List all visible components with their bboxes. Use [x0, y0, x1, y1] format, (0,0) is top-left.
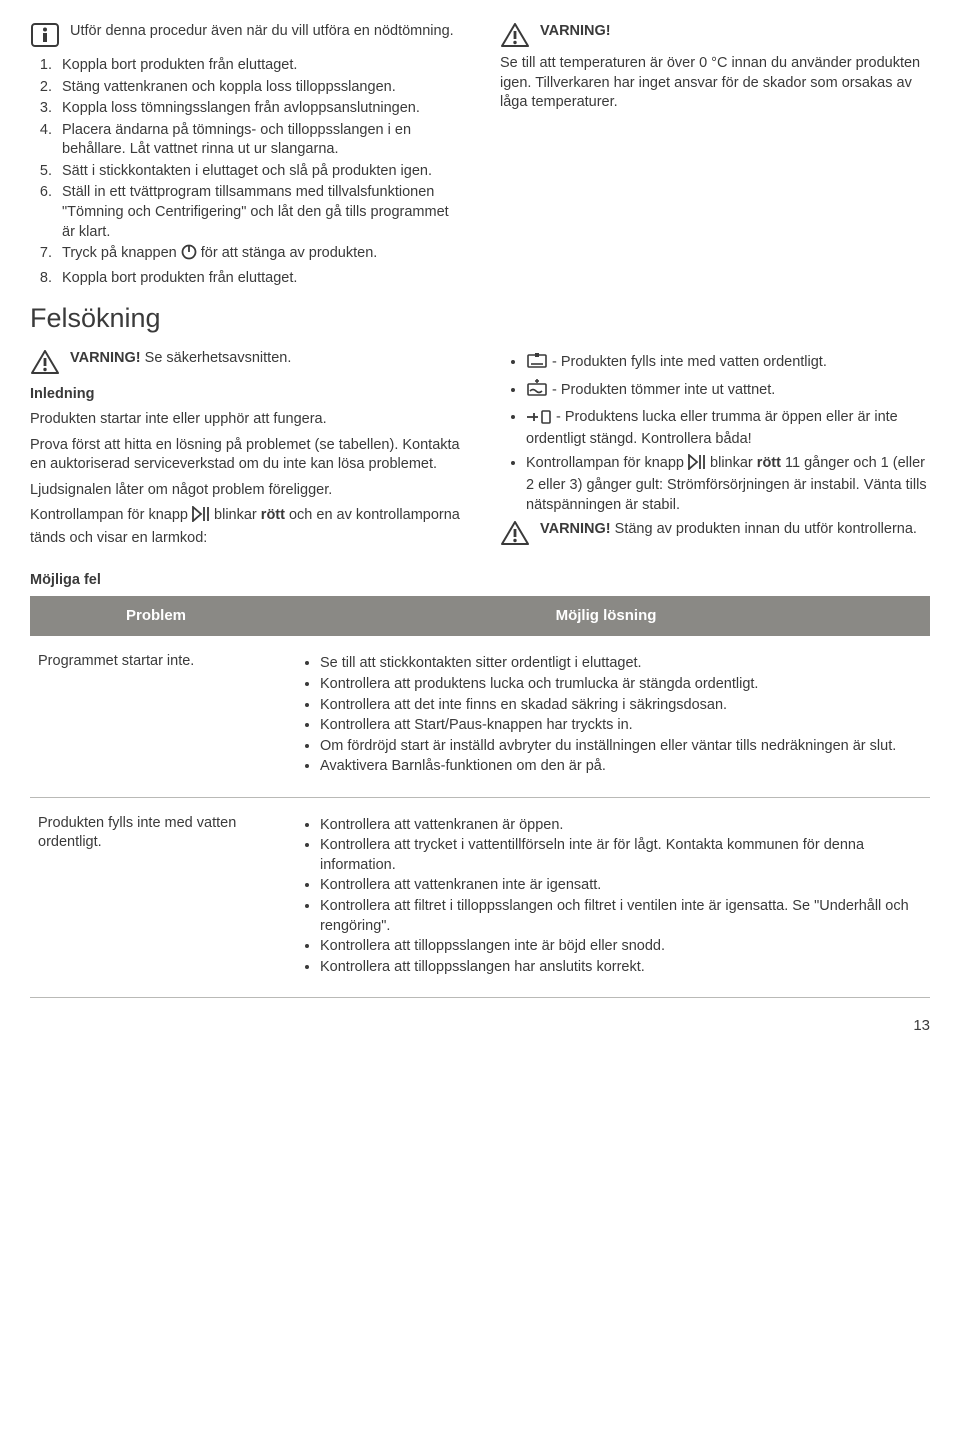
- solution-item: Kontrollera att det inte finns en skadad…: [320, 696, 916, 716]
- solution-cell: Kontrollera att vattenkranen är öppen.Ko…: [282, 797, 930, 998]
- trouble-warn-row: VARNING! Se säkerhetsavsnitten.: [30, 349, 460, 375]
- info-text: Utför denna procedur även när du vill ut…: [70, 22, 454, 42]
- step-item: Tryck på knappen för att stänga av produ…: [56, 244, 460, 267]
- problem-cell: Produkten fylls inte med vatten ordentli…: [30, 797, 282, 998]
- warning-text: Se till att temperaturen är över 0 °C in…: [500, 54, 930, 113]
- intro-p4: Kontrollampan för knapp blinkar rött och…: [30, 506, 460, 548]
- table-header-solution: Möjlig lösning: [282, 596, 930, 636]
- trouble-warn2-text: VARNING! Stäng av produkten innan du utf…: [540, 520, 917, 540]
- solution-item: Kontrollera att produktens lucka och tru…: [320, 675, 916, 695]
- table-header-problem: Problem: [30, 596, 282, 636]
- intro-p1: Produkten startar inte eller upphör att …: [30, 410, 460, 430]
- step-item: Koppla bort produkten från eluttaget.: [56, 56, 460, 76]
- warning-icon: [30, 349, 60, 375]
- intro-heading: Inledning: [30, 385, 460, 405]
- solution-item: Kontrollera att trycket i vattentillförs…: [320, 836, 916, 875]
- step-item: Koppla bort produkten från eluttaget.: [56, 269, 460, 289]
- troubleshooting-section: VARNING! Se säkerhetsavsnitten. Inlednin…: [30, 349, 930, 555]
- solution-item: Kontrollera att tilloppsslangen inte är …: [320, 937, 916, 957]
- page-number: 13: [30, 1016, 930, 1036]
- step-item: Stäng vattenkranen och koppla loss tillo…: [56, 78, 460, 98]
- warning-icon: [500, 520, 530, 546]
- table-row: Produkten fylls inte med vatten ordentli…: [30, 797, 930, 998]
- power-icon: [181, 244, 197, 267]
- alarm-code-item: - Produktens lucka eller trumma är öppen…: [526, 408, 930, 450]
- solution-cell: Se till att stickkontakten sitter ordent…: [282, 636, 930, 797]
- step-item: Ställ in ett tvättprogram tillsammans me…: [56, 183, 460, 242]
- step-item: Sätt i stickkontakten i eluttaget och sl…: [56, 162, 460, 182]
- trouble-warn2-row: VARNING! Stäng av produkten innan du utf…: [500, 520, 930, 546]
- solution-item: Om fördröjd start är inställd avbryter d…: [320, 737, 916, 757]
- play-pause-icon: [192, 506, 210, 529]
- solution-item: Se till att stickkontakten sitter ordent…: [320, 654, 916, 674]
- warning-title: VARNING!: [540, 22, 611, 42]
- section-title: Felsökning: [30, 300, 930, 336]
- alarm-code-list: - Produkten fylls inte med vatten ordent…: [500, 353, 930, 516]
- solution-item: Kontrollera att vattenkranen inte är ige…: [320, 876, 916, 896]
- steps-list: Koppla bort produkten från eluttaget.Stä…: [30, 56, 460, 288]
- info-icon: [30, 22, 60, 48]
- step-item: Placera ändarna på tömnings- och tillopp…: [56, 121, 460, 160]
- water-in-icon: [526, 353, 548, 376]
- trouble-right-col: - Produkten fylls inte med vatten ordent…: [500, 349, 930, 555]
- solution-item: Avaktivera Barnlås-funktionen om den är …: [320, 757, 916, 777]
- intro-p2: Prova först att hitta en lösning på prob…: [30, 436, 460, 475]
- solution-item: Kontrollera att tilloppsslangen har ansl…: [320, 958, 916, 978]
- info-row: Utför denna procedur även när du vill ut…: [30, 22, 460, 48]
- warning-icon: [500, 22, 530, 48]
- play-pause-icon: [688, 454, 706, 477]
- problem-cell: Programmet startar inte.: [30, 636, 282, 797]
- alarm-code-item: Kontrollampan för knapp blinkar rött 11 …: [526, 454, 930, 516]
- trouble-warn-text: VARNING! Se säkerhetsavsnitten.: [70, 349, 291, 369]
- solution-item: Kontrollera att Start/Paus-knappen har t…: [320, 716, 916, 736]
- top-right-col: VARNING! Se till att temperaturen är öve…: [500, 22, 930, 290]
- intro-p3: Ljudsignalen låter om något problem före…: [30, 481, 460, 501]
- step-item: Koppla loss tömningsslangen från avlopps…: [56, 99, 460, 119]
- water-out-icon: [526, 379, 548, 404]
- alarm-code-item: - Produkten tömmer inte ut vattnet.: [526, 379, 930, 404]
- alarm-code-item: - Produkten fylls inte med vatten ordent…: [526, 353, 930, 376]
- table-heading: Möjliga fel: [30, 571, 930, 591]
- solution-item: Kontrollera att filtret i tilloppsslange…: [320, 897, 916, 936]
- top-left-col: Utför denna procedur även när du vill ut…: [30, 22, 460, 290]
- fault-table: Problem Möjlig lösning Programmet starta…: [30, 596, 930, 998]
- trouble-left-col: VARNING! Se säkerhetsavsnitten. Inlednin…: [30, 349, 460, 555]
- door-open-icon: [526, 410, 552, 431]
- table-row: Programmet startar inte. Se till att stic…: [30, 636, 930, 797]
- solution-item: Kontrollera att vattenkranen är öppen.: [320, 816, 916, 836]
- top-section: Utför denna procedur även när du vill ut…: [30, 22, 930, 290]
- warning-row: VARNING!: [500, 22, 930, 48]
